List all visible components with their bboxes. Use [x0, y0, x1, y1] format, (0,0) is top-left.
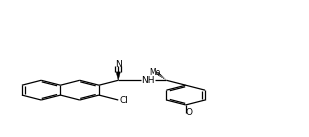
Text: NH: NH — [141, 76, 155, 85]
Text: Cl: Cl — [119, 96, 128, 105]
Text: N: N — [115, 60, 122, 69]
Polygon shape — [116, 72, 121, 80]
Text: O: O — [185, 108, 192, 117]
Text: Me: Me — [150, 68, 161, 77]
